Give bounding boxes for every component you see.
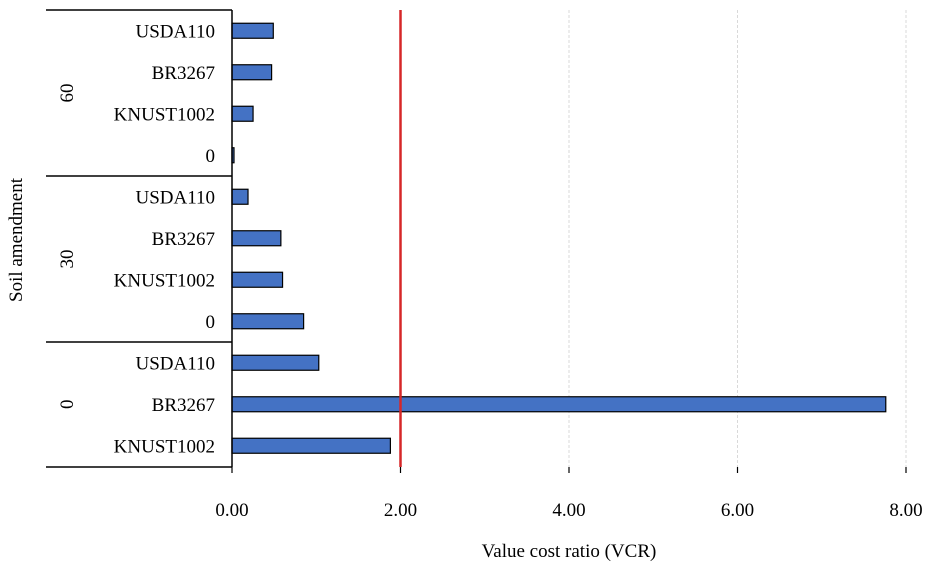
y-axis-title: Soil amendment	[6, 177, 27, 302]
x-tick-label: 4.00	[552, 500, 585, 521]
x-axis-title: Value cost ratio (VCR)	[482, 541, 657, 562]
category-label: KNUST1002	[114, 270, 215, 291]
x-tick-label: 0.00	[215, 500, 248, 521]
category-label: BR3267	[152, 229, 215, 250]
category-label: 0	[206, 312, 216, 333]
bar	[231, 105, 254, 122]
category-label: 0	[206, 146, 216, 167]
group-label: 60	[57, 84, 78, 103]
bar	[231, 437, 391, 454]
axes: 0.00 2.00 4.00 6.00 8.00	[46, 9, 923, 521]
category-label: USDA110	[135, 21, 215, 42]
bars	[231, 10, 887, 467]
group-label: 0	[57, 400, 78, 410]
bar	[231, 354, 320, 371]
category-label: BR3267	[152, 63, 215, 84]
x-tick-label: 2.00	[384, 500, 417, 521]
category-label: USDA110	[135, 187, 215, 208]
category-label: BR3267	[152, 395, 215, 416]
category-label: KNUST1002	[114, 436, 215, 457]
bar	[231, 313, 305, 330]
category-labels: USDA110 BR3267 KNUST1002 0 USDA110 BR3267 KNUS…	[57, 21, 215, 457]
bar	[231, 64, 273, 81]
x-tick-label: 6.00	[721, 500, 754, 521]
bar	[231, 396, 887, 413]
category-label: KNUST1002	[114, 104, 215, 125]
bar	[231, 271, 284, 288]
x-tick-label: 8.00	[889, 500, 922, 521]
bar	[231, 22, 274, 39]
bar	[231, 188, 249, 205]
bar	[231, 230, 282, 247]
category-label: USDA110	[135, 353, 215, 374]
group-label: 30	[57, 250, 78, 269]
